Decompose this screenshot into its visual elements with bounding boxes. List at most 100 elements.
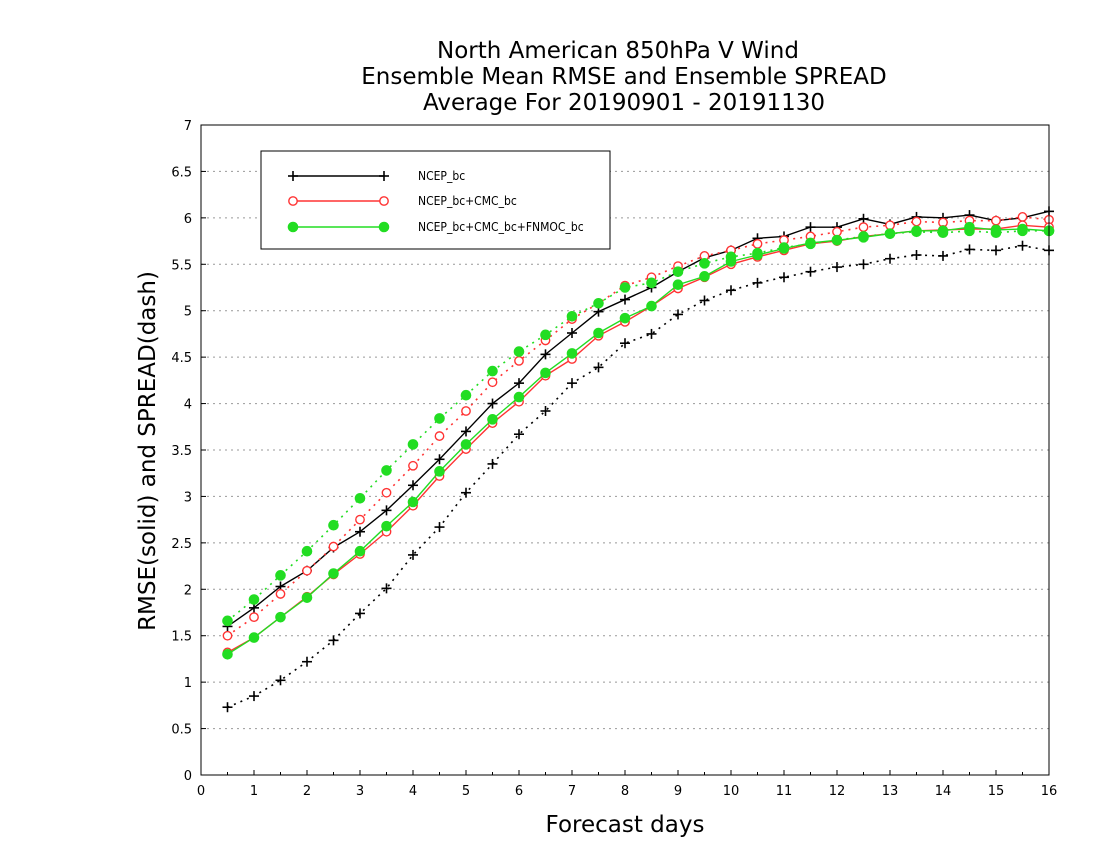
spread-point: [381, 465, 392, 476]
spread-point: [355, 514, 365, 525]
x-axis-ticks: 0 1 2 3 4 5 6 7 8 9 10 11 12 13 14 15 16: [197, 770, 1057, 799]
rmse-point: [831, 234, 843, 246]
spread-point: [858, 222, 869, 233]
spread-point: [381, 583, 392, 594]
spread-point: [885, 253, 895, 264]
series-rmse-line: [227, 210, 1050, 628]
spread-point: [805, 266, 816, 277]
spread-point: [275, 570, 286, 581]
spread-point: [566, 310, 578, 322]
spread-point: [672, 266, 684, 278]
series-spread-line: [227, 216, 1050, 637]
spread-point: [222, 702, 233, 713]
spread-point: [540, 406, 551, 416]
spread-point: [514, 429, 524, 440]
spread-point: [434, 522, 445, 533]
spread-point: [752, 277, 763, 288]
rmse-point: [805, 222, 816, 233]
rmse-point: [407, 496, 419, 508]
series-spread-line: [226, 230, 1049, 622]
x-tick-label: 8: [621, 784, 629, 799]
x-tick-label: 1: [250, 784, 258, 799]
spread-point: [487, 458, 498, 469]
y-tick-label: 1.5: [171, 630, 192, 645]
spread-point: [964, 244, 975, 255]
spread-point: [673, 309, 683, 320]
rmse-point: [858, 232, 869, 243]
rmse-point: [222, 648, 233, 660]
spread-point: [699, 258, 710, 269]
spread-point: [381, 487, 392, 498]
rmse-point: [672, 279, 684, 291]
rmse-point: [301, 592, 313, 603]
x-tick-label: 3: [356, 784, 364, 799]
chart-title-line-2: Ensemble Mean RMSE and Ensemble SPREAD: [361, 64, 886, 90]
spread-point: [991, 215, 1001, 226]
rmse-point: [514, 378, 524, 389]
spread-point: [249, 612, 259, 623]
x-tick-label: 13: [882, 784, 899, 799]
spread-point: [487, 377, 498, 388]
y-tick-label: 3: [184, 490, 192, 505]
spread-point: [752, 238, 763, 249]
spread-point: [832, 262, 842, 273]
chart-title: North American 850hPa V Wind Ensemble Me…: [361, 38, 886, 116]
series-1: [222, 212, 1054, 658]
y-tick-label: 2: [184, 583, 192, 598]
legend-marker: [288, 196, 298, 206]
spread-point: [513, 346, 525, 357]
x-tick-label: 0: [197, 784, 205, 799]
series-2: [222, 221, 1055, 660]
chart-title-line-3: Average For 20190901 - 20191130: [423, 90, 825, 116]
spread-point: [249, 691, 259, 702]
rmse-point: [328, 568, 339, 579]
legend-marker: [287, 221, 299, 233]
series-spread-line: [227, 244, 1050, 708]
spread-point: [434, 413, 445, 424]
rmse-point: [964, 221, 975, 233]
spread-point: [487, 365, 498, 377]
rmse-point: [911, 225, 922, 237]
spread-point: [460, 389, 472, 401]
spread-point: [858, 259, 869, 270]
grid-lines: [201, 170, 1049, 730]
spread-point: [302, 656, 312, 667]
data-series: [222, 206, 1055, 713]
rmse-point: [567, 328, 577, 338]
y-tick-label: 3.5: [171, 444, 192, 459]
legend-marker: [379, 196, 389, 206]
spread-point: [938, 250, 948, 261]
spread-point: [619, 282, 631, 293]
spread-point: [540, 329, 551, 341]
spread-point: [248, 594, 260, 605]
rmse-point: [699, 271, 710, 282]
spread-point: [328, 519, 339, 531]
spread-point: [991, 245, 1001, 256]
spread-point: [222, 615, 233, 627]
rmse-point: [593, 327, 604, 339]
x-tick-label: 7: [568, 784, 576, 799]
rmse-point: [487, 414, 498, 425]
spread-point: [222, 630, 233, 641]
x-tick-label: 15: [988, 784, 1005, 799]
rmse-point: [381, 505, 392, 516]
legend-marker: [288, 171, 298, 181]
chart-title-line-1: North American 850hPa V Wind: [437, 38, 799, 64]
y-tick-label: 4.5: [171, 351, 192, 366]
spread-point: [567, 378, 577, 389]
rmse-point: [990, 224, 1002, 236]
spread-point: [407, 439, 419, 450]
rmse-point: [858, 213, 869, 224]
spread-point: [620, 338, 630, 349]
y-tick-label: 2.5: [171, 537, 192, 552]
spread-point: [832, 226, 842, 237]
spread-point: [1017, 240, 1028, 251]
y-tick-label: 1: [184, 676, 192, 691]
rmse-point: [275, 611, 286, 623]
spread-point: [699, 295, 710, 306]
x-tick-label: 9: [674, 784, 682, 799]
y-tick-label: 6: [184, 212, 192, 227]
x-tick-label: 5: [462, 784, 470, 799]
x-tick-label: 14: [935, 784, 952, 799]
